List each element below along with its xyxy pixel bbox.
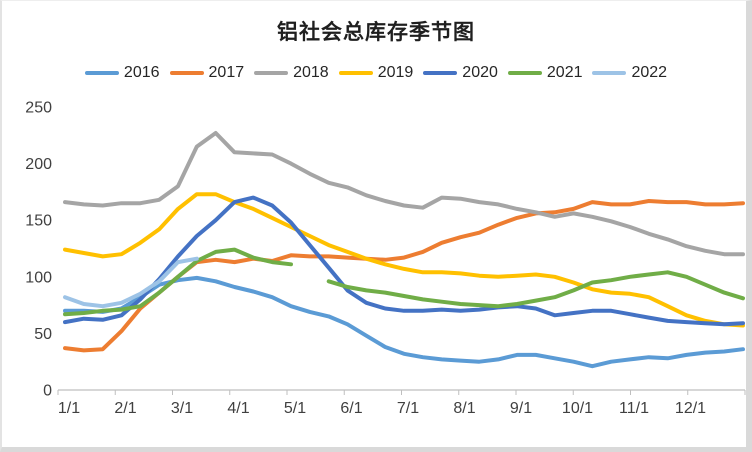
series-line-2022 [63,256,199,309]
y-tick-label: 250 [25,100,52,117]
legend-label: 2021 [546,64,583,81]
y-tick-label: 0 [43,383,52,400]
y-tick-label: 100 [25,269,52,286]
legend-swatch-2016 [84,71,119,75]
legend-label: 2017 [208,64,245,81]
legend-swatch-2021 [507,71,542,75]
x-tick-label: 4/1 [227,400,249,417]
legend-swatch-2017 [169,71,204,75]
legend-item-2018[interactable]: 2018 [254,64,329,82]
series-line-2021 [63,247,745,317]
legend-item-2019[interactable]: 2019 [338,64,414,82]
legend-label: 2019 [377,64,414,81]
chart-legend: 2016 2017 2018 2019 2020 2021 2022 [0,64,752,82]
x-tick-label: 3/1 [171,400,193,417]
legend-label: 2020 [462,64,498,81]
legend-label: 2018 [293,64,329,81]
series-line-2016 [63,275,745,369]
legend-item-2021[interactable]: 2021 [507,64,583,82]
y-tick-label: 200 [25,156,52,173]
y-tick-label: 150 [25,213,52,230]
legend-label: 2016 [123,64,160,81]
legend-item-2020[interactable]: 2020 [423,64,498,82]
legend-item-2016[interactable]: 2016 [84,64,160,82]
x-tick-label: 6/1 [340,400,362,417]
legend-item-2022[interactable]: 2022 [592,64,667,82]
series-line-2018 [63,131,745,257]
x-tick-label: 8/1 [453,400,475,417]
series-line-2020 [63,195,745,327]
legend-swatch-2018 [254,71,289,75]
x-tick-label: 12/1 [675,400,706,417]
x-tick-label: 9/1 [510,400,532,417]
legend-swatch-2022 [592,71,627,75]
chart-title: 铝社会总库存季节图 [277,21,475,44]
x-tick-label: 5/1 [284,400,306,417]
legend-label: 2022 [631,64,668,81]
x-tick-label: 10/1 [562,400,593,417]
x-tick-label: 11/1 [619,400,649,417]
x-tick-label: 7/1 [397,400,419,417]
legend-swatch-2019 [338,71,373,75]
legend-swatch-2020 [423,71,458,75]
y-tick-label: 50 [34,326,52,343]
legend-item-2017[interactable]: 2017 [169,64,245,82]
series-line-2019 [63,192,745,328]
x-tick-label: 2/1 [114,400,136,417]
x-tick-label: 1/1 [58,400,80,417]
